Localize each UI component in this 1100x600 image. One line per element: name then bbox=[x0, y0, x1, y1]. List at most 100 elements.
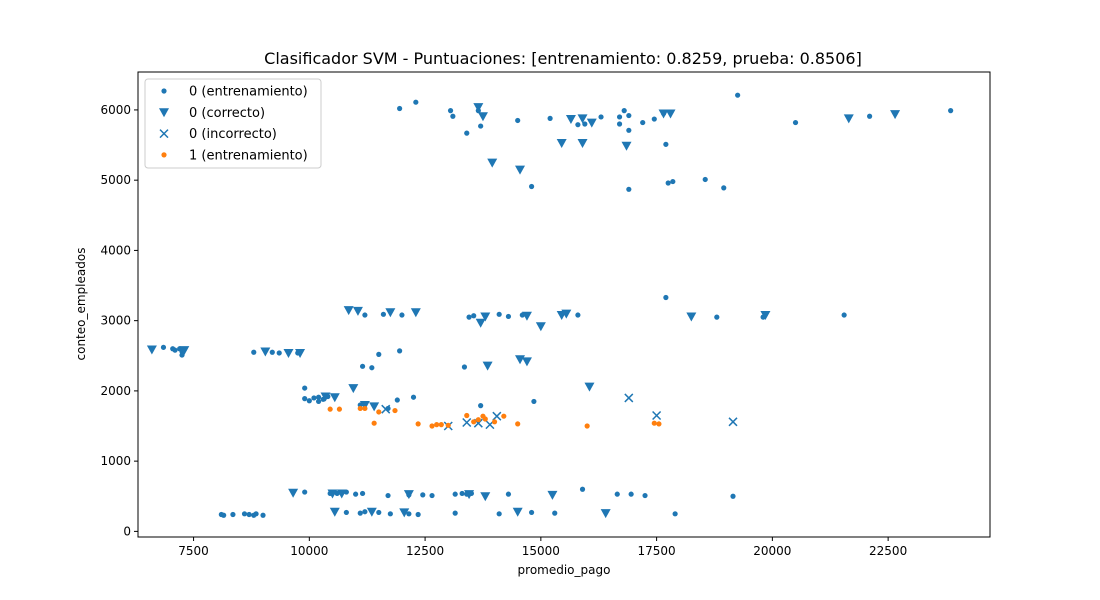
data-point bbox=[640, 119, 646, 126]
data-point bbox=[371, 420, 377, 426]
data-point bbox=[369, 365, 375, 371]
data-point bbox=[357, 510, 363, 516]
data-point bbox=[890, 110, 901, 120]
data-point bbox=[452, 491, 458, 497]
data-point bbox=[515, 421, 521, 427]
data-point bbox=[686, 312, 697, 322]
data-point bbox=[392, 407, 398, 414]
y-axis: 0 1000 2000 3000 4000 5000 6000 bbox=[100, 103, 138, 538]
data-point bbox=[496, 311, 502, 317]
data-point bbox=[357, 405, 363, 412]
data-point bbox=[466, 314, 472, 320]
data-point bbox=[714, 314, 720, 320]
data-point bbox=[288, 488, 299, 498]
data-point bbox=[616, 121, 623, 127]
y-tick-label: 1000 bbox=[100, 454, 131, 468]
data-point bbox=[221, 512, 227, 518]
data-point bbox=[672, 511, 678, 517]
data-point bbox=[628, 491, 634, 497]
data-point bbox=[385, 308, 396, 318]
data-point bbox=[521, 357, 532, 367]
data-point bbox=[948, 108, 954, 114]
data-point bbox=[283, 348, 294, 358]
data-point bbox=[410, 308, 421, 318]
data-point bbox=[369, 402, 380, 412]
data-point bbox=[394, 397, 400, 403]
data-point bbox=[552, 510, 558, 516]
data-point bbox=[480, 492, 491, 502]
data-point bbox=[362, 405, 368, 412]
data-point bbox=[397, 105, 403, 112]
data-point bbox=[626, 112, 632, 119]
data-point bbox=[491, 419, 498, 425]
data-point bbox=[461, 364, 468, 370]
data-point bbox=[343, 306, 354, 316]
data-point bbox=[663, 294, 669, 301]
data-point bbox=[359, 400, 370, 410]
data-point bbox=[399, 508, 410, 518]
data-point bbox=[329, 393, 340, 403]
data-point bbox=[464, 130, 470, 136]
data-point bbox=[616, 114, 623, 120]
data-point bbox=[626, 127, 632, 133]
x-tick-label: 17500 bbox=[638, 544, 676, 558]
legend: 0 (entrenamiento) 0 (correcto) 0 (incorrec… bbox=[144, 78, 322, 169]
data-point bbox=[478, 403, 484, 409]
legend-marker bbox=[161, 88, 167, 94]
data-point bbox=[512, 507, 523, 517]
series-1 bbox=[146, 103, 901, 519]
data-point bbox=[843, 114, 854, 124]
data-point bbox=[445, 422, 451, 428]
y-tick-label: 4000 bbox=[100, 243, 131, 257]
data-point bbox=[663, 141, 669, 147]
data-point bbox=[584, 423, 590, 429]
data-point bbox=[482, 361, 493, 371]
data-point bbox=[528, 509, 535, 516]
data-point bbox=[652, 410, 662, 421]
data-point bbox=[413, 99, 419, 105]
y-tick-label: 3000 bbox=[100, 314, 131, 328]
data-point bbox=[353, 491, 359, 497]
data-point bbox=[343, 509, 349, 516]
data-point bbox=[459, 490, 465, 497]
data-point bbox=[626, 186, 632, 192]
x-axis: 7500 10000 12500 15000 17500 20000 22500 bbox=[178, 537, 907, 558]
data-point bbox=[760, 311, 771, 321]
data-point bbox=[415, 511, 421, 518]
data-point bbox=[721, 185, 727, 191]
x-tick-label: 10000 bbox=[290, 544, 328, 558]
data-point bbox=[276, 350, 282, 356]
data-point bbox=[327, 489, 338, 499]
data-point bbox=[359, 363, 366, 369]
data-point bbox=[269, 349, 275, 355]
data-point bbox=[366, 507, 377, 517]
data-point bbox=[420, 492, 426, 498]
data-point bbox=[320, 392, 331, 402]
chart-title: Clasificador SVM - Puntuaciones: [entren… bbox=[264, 49, 862, 68]
data-point bbox=[246, 511, 252, 518]
x-tick-label: 20000 bbox=[753, 544, 791, 558]
legend-marker bbox=[159, 129, 169, 139]
x-tick-label: 22500 bbox=[869, 544, 907, 558]
data-point bbox=[501, 413, 507, 419]
data-point bbox=[327, 406, 333, 412]
y-tick-label: 6000 bbox=[100, 103, 131, 117]
data-point bbox=[586, 118, 597, 128]
data-point bbox=[505, 491, 512, 497]
data-points bbox=[146, 92, 954, 519]
data-point bbox=[642, 492, 648, 499]
x-tick-label: 7500 bbox=[178, 544, 209, 558]
data-point bbox=[515, 165, 526, 175]
data-point bbox=[492, 411, 502, 421]
data-point bbox=[528, 183, 535, 190]
data-point bbox=[651, 116, 657, 122]
data-point bbox=[464, 490, 475, 500]
data-point bbox=[584, 382, 595, 392]
data-point bbox=[253, 511, 259, 517]
data-point bbox=[438, 422, 444, 428]
data-point bbox=[614, 491, 620, 497]
data-point bbox=[462, 417, 472, 428]
data-point bbox=[598, 114, 604, 120]
data-point bbox=[434, 422, 440, 428]
data-point bbox=[651, 420, 657, 426]
